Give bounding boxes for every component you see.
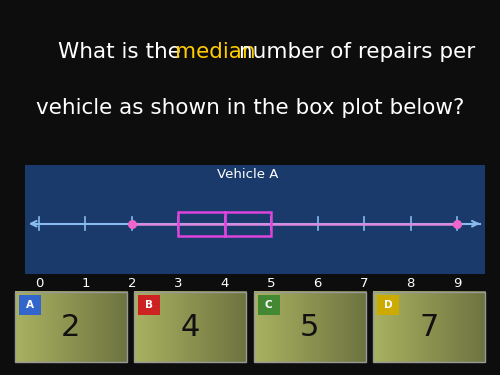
Text: A: A xyxy=(26,300,34,310)
Text: D: D xyxy=(384,300,392,310)
Text: 2: 2 xyxy=(61,313,80,342)
Bar xyxy=(373,292,485,362)
Text: 5: 5 xyxy=(300,313,320,342)
Bar xyxy=(254,292,366,362)
Text: vehicle as shown in the box plot below?: vehicle as shown in the box plot below? xyxy=(36,98,464,117)
Bar xyxy=(134,292,246,362)
Bar xyxy=(258,295,280,315)
Text: What is the: What is the xyxy=(58,42,188,63)
Text: Vehicle A: Vehicle A xyxy=(218,168,278,181)
Bar xyxy=(15,292,127,362)
Text: number of repairs per: number of repairs per xyxy=(232,42,475,63)
Text: 7: 7 xyxy=(420,313,439,342)
Text: median: median xyxy=(175,42,256,63)
Text: C: C xyxy=(265,300,272,310)
Bar xyxy=(138,295,160,315)
Text: 4: 4 xyxy=(180,313,200,342)
Bar xyxy=(377,295,399,315)
Bar xyxy=(18,295,41,315)
Bar xyxy=(178,212,272,236)
Text: B: B xyxy=(145,300,153,310)
